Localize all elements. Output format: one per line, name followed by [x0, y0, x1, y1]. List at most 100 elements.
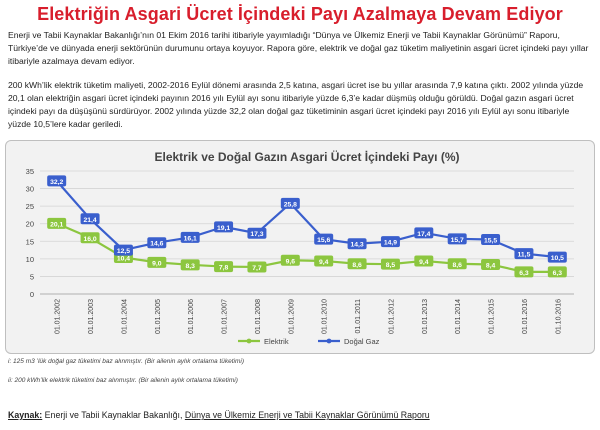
source-label: Kaynak: [8, 410, 43, 420]
data-label-box [147, 237, 167, 249]
data-label: 7,7 [252, 265, 262, 272]
data-label: 15,7 [451, 237, 464, 244]
data-label: 8,5 [386, 262, 396, 269]
data-label: 10,5 [551, 255, 564, 262]
y-tick-label: 5 [30, 272, 34, 281]
y-tick-label: 0 [30, 290, 34, 299]
data-label: 9,4 [419, 259, 429, 266]
detail-paragraph: 200 kWh’lik elektrik tüketim maliyeti, 2… [8, 80, 584, 129]
data-label: 8,4 [486, 262, 496, 269]
data-label-box [314, 255, 334, 267]
data-label-box [47, 217, 67, 229]
data-label-box [347, 238, 367, 250]
data-label-box [113, 244, 133, 256]
data-label: 14,6 [150, 241, 163, 248]
data-label: 7,8 [219, 265, 229, 272]
data-label-box [80, 232, 100, 244]
data-label-box [380, 236, 400, 248]
data-label: 32,2 [50, 179, 63, 186]
x-tick-label: 01.01.2009 [288, 299, 295, 334]
x-tick-label: 01.01.2003 [88, 299, 95, 334]
data-label: 8,3 [185, 263, 195, 270]
x-tick-label: 01.01.2006 [188, 299, 195, 334]
series-line-elektrik [56, 222, 558, 273]
data-label: 11,5 [518, 252, 531, 259]
page-title: Elektriğin Asgari Ücret İçindeki Payı Az… [37, 4, 563, 24]
x-tick-label: 01.01.2011 [355, 299, 362, 334]
x-tick-label: 01.01.2004 [121, 299, 128, 334]
x-tick-label: 01.01.2012 [388, 299, 395, 334]
data-label-box [280, 197, 300, 209]
data-label-box [247, 261, 267, 273]
data-label-box [247, 227, 267, 239]
data-label-box [180, 259, 200, 271]
data-label-box [280, 254, 300, 266]
x-tick-label: 01.01.2007 [222, 299, 229, 334]
data-label: 14,9 [384, 240, 397, 247]
data-label-box [447, 258, 467, 270]
data-label-box [80, 213, 100, 225]
x-tick-label: 01.01.2014 [455, 299, 462, 334]
data-label: 17,4 [417, 231, 430, 238]
data-label: 9,0 [152, 260, 162, 267]
data-label-box [214, 221, 234, 233]
data-label-box [314, 233, 334, 245]
data-label-box [214, 261, 234, 273]
data-label-box [180, 231, 200, 243]
line-chart: Elektrik ve Doğal Gazın Asgari Ücret İçi… [26, 149, 574, 346]
y-tick-label: 10 [26, 255, 34, 264]
data-label: 17,3 [250, 231, 263, 238]
x-tick-label: 01.01.2002 [55, 299, 62, 334]
data-label-box [481, 258, 501, 270]
data-label-box [414, 227, 434, 239]
y-tick-label: 30 [26, 185, 34, 194]
chart-title: Elektrik ve Doğal Gazın Asgari Ücret İçi… [155, 149, 460, 164]
data-label: 9,4 [319, 259, 329, 266]
data-label-box [481, 234, 501, 246]
y-tick-label: 25 [26, 202, 34, 211]
data-label-box [447, 233, 467, 245]
x-tick-label: 01.01.2008 [255, 299, 262, 334]
data-label: 15,6 [317, 237, 330, 244]
footnote-natural-gas: i: 125 m3 ’lük doğal gaz tüketimi baz al… [8, 358, 245, 365]
data-label: 9,6 [286, 258, 296, 265]
x-tick-label: 01.01.2010 [322, 299, 329, 334]
data-label-box [514, 248, 534, 260]
data-label: 12,5 [117, 248, 130, 255]
source-text: Enerji ve Tabii Kaynaklar Bakanlığı, [42, 410, 185, 420]
x-tick-label: 01.01.2005 [155, 299, 162, 334]
data-label: 10,4 [117, 255, 130, 262]
source-report-link[interactable]: Dünya ve Ülkemiz Enerji ve Tabii Kaynakl… [184, 410, 430, 420]
data-label: 14,3 [350, 242, 363, 249]
data-label: 21,4 [83, 217, 96, 224]
y-tick-label: 20 [26, 220, 34, 229]
x-tick-label: 01.01.2015 [489, 299, 496, 334]
x-tick-label: 01.01.2016 [522, 299, 529, 334]
data-label-box [414, 255, 434, 267]
data-label: 15,5 [484, 238, 497, 245]
data-label: 25,8 [284, 201, 297, 208]
data-label: 8,6 [352, 262, 362, 269]
x-tick-label: 01.10.2016 [555, 299, 562, 334]
intro-paragraph: Enerji ve Tabii Kaynaklar Bakanlığı’nın … [8, 30, 589, 66]
data-label: 6,3 [519, 270, 529, 277]
data-label: 16,1 [184, 235, 197, 242]
data-label-box [547, 266, 567, 278]
data-label-box [147, 256, 167, 268]
x-tick-label: 01.01.2013 [422, 299, 429, 334]
data-label: 16,0 [83, 236, 96, 243]
legend-marker [326, 338, 332, 344]
series-line-dogal-gaz [55, 180, 558, 259]
data-label-box [347, 258, 367, 270]
legend-marker [246, 338, 252, 344]
data-label: 8,6 [452, 262, 462, 269]
y-tick-label: 35 [26, 167, 34, 176]
legend-label: Doğal Gaz [344, 337, 380, 346]
data-label-box [47, 175, 67, 187]
y-tick-label: 15 [26, 237, 34, 246]
legend-label: Elektrik [264, 337, 289, 346]
data-label: 20,1 [50, 221, 63, 228]
data-label: 6,3 [553, 270, 563, 277]
data-label-box [514, 266, 534, 278]
chart-panel: Elektrik ve Doğal Gazın Asgari Ücret İçi… [5, 140, 595, 354]
